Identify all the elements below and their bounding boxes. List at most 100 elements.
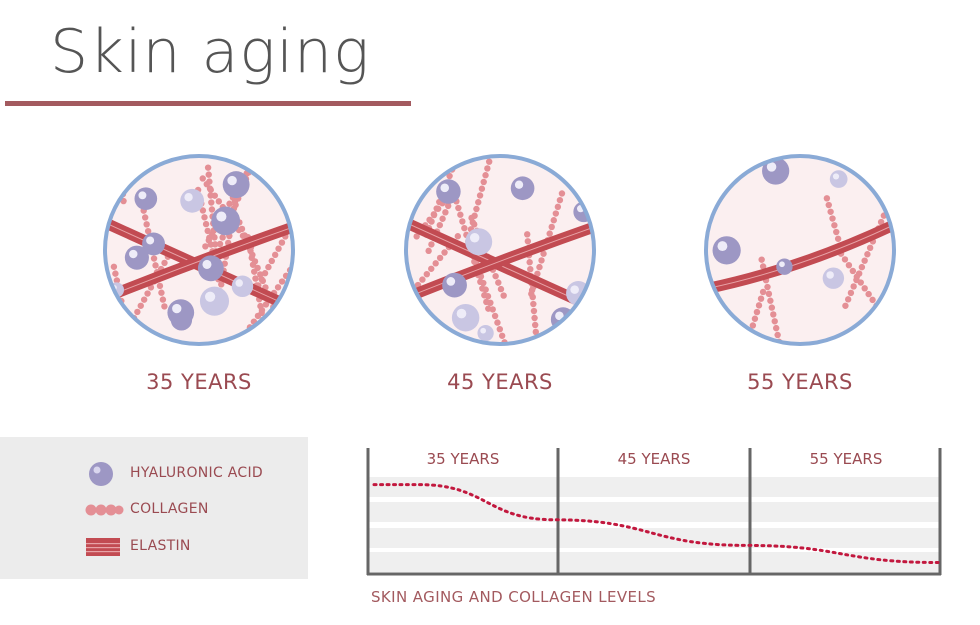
collagen-bead <box>461 224 468 232</box>
collagen-bead <box>211 234 218 241</box>
hyaluronic-highlight <box>216 211 227 222</box>
collagen-bead <box>865 290 872 298</box>
collagen-bead <box>485 158 493 165</box>
collagen-bead <box>295 255 299 261</box>
hyaluronic-molecule <box>451 303 480 332</box>
collagen-bead <box>527 265 534 273</box>
skin-35-years-illustration <box>99 150 299 350</box>
chart-column-label: 45 YEARS <box>618 450 691 468</box>
collagen-bead <box>436 221 444 229</box>
hyaluronic-molecule <box>822 267 845 289</box>
collagen-bead <box>753 308 761 316</box>
collagen-bead <box>877 308 884 315</box>
hyaluronic-highlight <box>184 193 193 202</box>
collagen-bead <box>833 228 840 236</box>
collagen-level-chart: 35 YEARS 45 YEARS 55 YEARS <box>366 448 942 576</box>
collagen-bead <box>127 320 134 328</box>
collagen-bead <box>847 289 855 297</box>
collagen-bead <box>432 260 439 267</box>
collagen-icon <box>85 504 124 516</box>
chart-column-label: 55 YEARS <box>810 450 883 468</box>
collagen-bead <box>125 331 132 339</box>
collagen-bead <box>457 211 464 218</box>
collagen-bead <box>116 156 124 163</box>
hyaluronic-molecule <box>477 324 494 342</box>
collagen-bead <box>533 342 541 344</box>
collagen-bead <box>442 209 449 216</box>
collagen-bead <box>530 307 538 315</box>
collagen-bead <box>749 322 757 329</box>
hyaluronic-highlight <box>138 191 147 200</box>
collagen-bead <box>257 271 264 278</box>
collagen-bead <box>140 296 148 303</box>
collagen-bead <box>280 329 287 337</box>
hyaluronic-highlight <box>129 249 138 259</box>
collagen-bead <box>853 273 861 280</box>
collagen-bead <box>745 335 752 343</box>
collagen-bead <box>459 218 466 225</box>
collagen-bead <box>251 268 258 275</box>
collagen-bead <box>829 215 836 222</box>
hyaluronic-highlight <box>146 236 155 245</box>
legend-label: HYALURONIC ACID <box>130 465 264 481</box>
collagen-bead <box>823 195 831 202</box>
collagen-bead <box>234 341 242 344</box>
hyaluronic-highlight <box>456 308 467 319</box>
collagen-bead <box>239 232 247 239</box>
collagen-bead <box>262 301 270 308</box>
collagen-bead <box>201 214 208 221</box>
chart-band <box>369 477 939 497</box>
collagen-bead <box>113 277 121 284</box>
hyaluronic-molecule <box>510 176 535 201</box>
collagen-bead <box>406 292 413 300</box>
collagen-bead <box>532 328 539 336</box>
collagen-bead <box>558 190 566 197</box>
collagen-bead <box>119 183 126 191</box>
collagen-bead <box>211 241 219 248</box>
hyaluronic-highlight <box>717 241 728 252</box>
stage-label-35: 35 YEARS <box>146 370 252 394</box>
collagen-bead <box>842 302 849 309</box>
collagen-bead <box>413 233 420 240</box>
stage-label-45: 45 YEARS <box>447 370 553 394</box>
elastin-fiber <box>706 221 894 291</box>
collagen-bead <box>205 171 212 178</box>
collagen-bead <box>247 247 254 255</box>
collagen-bead <box>219 234 226 241</box>
title-underline <box>5 101 411 106</box>
collagen-bead <box>444 202 452 210</box>
collagen-bead <box>484 165 491 172</box>
chart-band <box>369 552 939 572</box>
collagen-bead <box>550 217 557 224</box>
collagen-bead <box>204 164 212 171</box>
collagen-bead <box>202 220 210 228</box>
collagen-bead <box>771 318 778 325</box>
collagen-bead <box>275 316 282 324</box>
chart-column-label: 35 YEARS <box>427 450 500 468</box>
collagen-bead <box>849 267 857 275</box>
collagen-bead <box>156 282 164 290</box>
collagen-bead <box>531 314 538 322</box>
hyaluronic-molecule <box>167 299 195 326</box>
hyaluronic-molecule <box>465 228 493 256</box>
collagen-bead <box>434 205 442 212</box>
collagen-bead <box>455 204 462 212</box>
collagen-bead <box>274 284 282 291</box>
collagen-bead <box>117 339 124 344</box>
collagen-bead <box>485 305 492 312</box>
hyaluronic-molecule <box>124 245 149 270</box>
collagen-bead <box>158 289 165 296</box>
hyaluronic-molecule <box>222 171 250 199</box>
collagen-bead <box>268 257 275 265</box>
collagen-bead <box>774 331 781 339</box>
collagen-bead <box>894 180 900 186</box>
collagen-bead <box>152 262 159 269</box>
collagen-bead <box>215 198 223 205</box>
collagen-bead <box>536 263 543 271</box>
hyaluronic-molecule <box>712 236 741 265</box>
collagen-bead <box>144 290 151 297</box>
hyaluronic-highlight <box>227 175 237 186</box>
collagen-bead <box>249 261 257 268</box>
collagen-bead <box>425 247 432 255</box>
collagen-bead <box>232 201 239 209</box>
